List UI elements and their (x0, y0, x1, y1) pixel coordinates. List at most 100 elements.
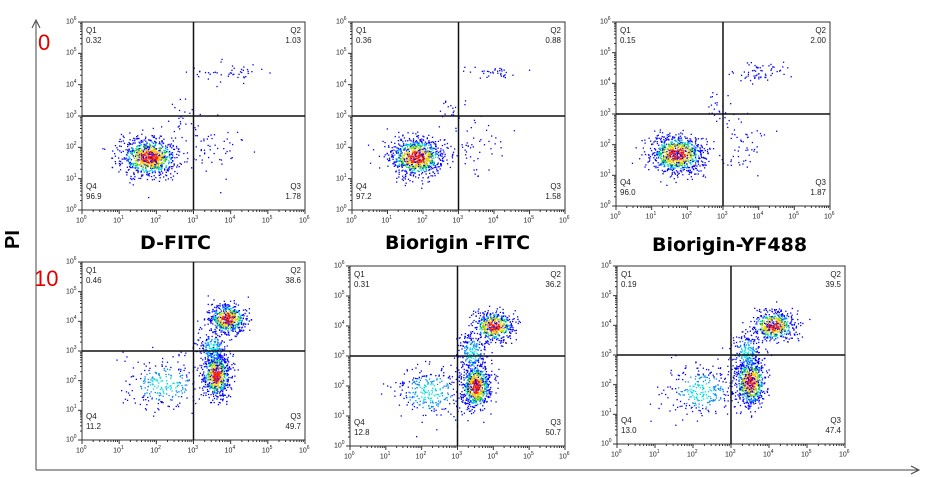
event-dot (473, 169, 475, 171)
event-dot (668, 161, 670, 163)
event-dot (176, 385, 178, 388)
event-dot (499, 67, 501, 69)
event-dot (132, 375, 134, 377)
event-dot (667, 159, 669, 161)
event-dot (223, 318, 225, 320)
event-dot (199, 351, 201, 353)
event-dot (138, 141, 140, 143)
event-dot (123, 157, 125, 159)
event-dot (674, 153, 676, 155)
event-dot (406, 159, 408, 161)
event-dot (196, 135, 198, 137)
event-dot (135, 154, 137, 156)
event-dot (220, 394, 222, 396)
event-dot (148, 146, 150, 148)
event-dot (665, 162, 667, 164)
event-dot (412, 141, 414, 143)
event-dot (401, 164, 403, 166)
event-dot (390, 151, 392, 154)
event-dot (162, 142, 164, 145)
event-dot (226, 384, 228, 386)
event-dot (761, 70, 763, 72)
event-dot (440, 163, 442, 165)
event-dot (218, 362, 220, 364)
event-dot (403, 157, 405, 159)
event-dot (180, 116, 182, 118)
event-dot (226, 318, 229, 320)
event-dot (211, 316, 213, 318)
event-dot (232, 362, 235, 365)
event-dot (420, 154, 422, 156)
event-dot (177, 404, 179, 406)
event-dot (201, 381, 203, 383)
event-dot (675, 144, 677, 146)
event-dot (234, 314, 236, 316)
event-dot (216, 381, 218, 383)
event-dot (424, 161, 426, 163)
event-dot (141, 174, 143, 176)
event-dot (398, 163, 400, 166)
event-dot (438, 166, 440, 168)
facs-plot-2: 100 100 101 101 102 102 103 103 104 104 105 105 106 1… (336, 16, 570, 224)
event-dot (394, 164, 397, 166)
event-dot (184, 111, 186, 113)
event-dot (219, 369, 221, 371)
event-dot (171, 103, 174, 105)
event-dot (219, 81, 222, 83)
event-dot (670, 150, 673, 152)
event-dot (445, 101, 447, 103)
event-dot (158, 147, 161, 149)
event-dot (164, 160, 166, 162)
event-dot (137, 168, 140, 170)
event-dot (138, 164, 140, 166)
event-dot (231, 377, 233, 379)
event-dot (760, 69, 762, 72)
event-dot (239, 316, 242, 318)
event-dot (158, 392, 160, 394)
event-dot (226, 325, 229, 327)
event-dot (469, 71, 472, 73)
event-dot (153, 146, 155, 149)
event-dot (226, 317, 229, 319)
event-dot (235, 312, 237, 315)
event-dot (235, 313, 237, 316)
event-dot (150, 153, 152, 155)
event-dot (708, 106, 710, 108)
event-dot (152, 167, 154, 169)
event-dot (224, 380, 226, 382)
event-dot (156, 379, 158, 381)
event-dot (139, 156, 141, 158)
event-dot (135, 162, 137, 165)
event-dot (479, 151, 481, 153)
event-dot (230, 308, 232, 310)
event-dot (226, 396, 228, 398)
event-dot (217, 366, 219, 368)
event-dot (150, 145, 152, 147)
event-dot (227, 370, 229, 372)
event-dot (224, 369, 226, 371)
event-dot (209, 375, 211, 378)
event-dot (146, 404, 148, 406)
event-dot (750, 62, 752, 64)
event-dot (233, 324, 235, 326)
event-dot (219, 367, 221, 369)
event-dot (165, 386, 167, 388)
event-dot (687, 165, 689, 168)
event-dot (185, 380, 187, 382)
event-dot (140, 158, 143, 160)
event-dot (686, 157, 688, 159)
event-dot (151, 163, 153, 165)
event-dot (412, 156, 414, 159)
event-dot (219, 312, 222, 314)
event-dot (155, 151, 158, 153)
event-dot (237, 317, 239, 320)
event-dot (754, 77, 756, 79)
event-dot (233, 73, 235, 75)
event-dot (661, 147, 663, 150)
event-dot (408, 162, 410, 164)
event-dot (182, 387, 184, 389)
event-dot (684, 166, 686, 168)
event-dot (209, 149, 211, 151)
event-dot (233, 327, 235, 329)
event-dot (230, 311, 232, 313)
